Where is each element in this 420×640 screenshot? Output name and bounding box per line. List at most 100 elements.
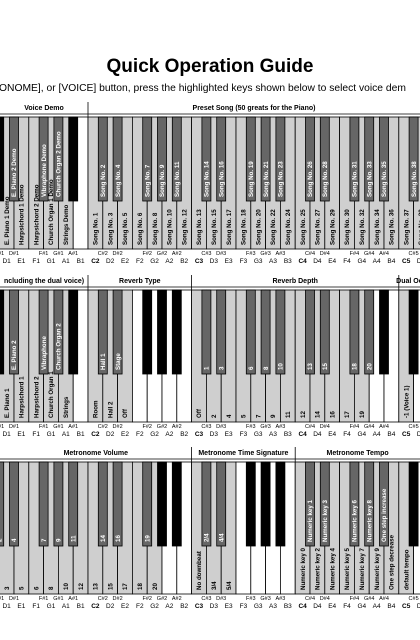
black-key [408,289,419,375]
key-label: Song No. 9 [159,164,166,197]
white-note-name: A1 [62,603,70,610]
key-label: Strings Demo [63,205,70,245]
key-label: Hall 2 [107,401,114,418]
keyboard-row: Voice Demo Preset Song (50 greats for the… [0,102,420,265]
key-label: 8 [263,366,270,370]
key-label: 9 [270,414,277,418]
white-note-name: B1 [77,258,85,265]
white-note-name: B4 [387,603,395,610]
black-key [260,461,271,547]
black-key [97,289,108,375]
key-label: Song No. 19 [248,161,255,197]
key-label: Song No. 21 [263,161,270,197]
black-key [364,461,375,547]
black-note-name: G#3 [260,251,270,257]
key-label: 5 [241,414,248,418]
black-key [305,289,315,375]
black-key [112,289,123,375]
white-note-name: C2 [91,603,100,610]
key-label: No downbeat [196,551,203,590]
black-key [245,289,256,375]
black-note-name: D#2 [113,251,123,257]
white-note-name: G3 [254,431,263,438]
key-label: E. Piano 1 Demo [4,196,11,245]
black-key [245,461,256,547]
key-label: Song No. 20 [255,209,262,245]
black-note-name: A#4 [379,596,389,602]
key-label: Song No. 2 [100,164,107,197]
key-label: Song No. 10 [167,209,174,245]
white-note-name: D2 [106,431,115,438]
key-label: Song No. 13 [196,209,203,245]
key-label: Stage [115,353,122,370]
white-note-name: A4 [373,603,381,610]
black-key [349,289,360,375]
white-note-name: F3 [240,603,248,610]
black-note-name: C#5 [409,596,419,602]
white-note-name: C2 [91,258,100,265]
white-note-name: F3 [240,258,248,265]
white-note-name: E2 [121,258,129,265]
black-key [38,116,49,202]
white-note-name: F4 [343,603,351,610]
key-label: Song No. 24 [285,209,292,245]
white-note-name: G1 [47,431,56,438]
key-label: Song No. 37 [403,209,410,245]
black-note-name: F#3 [246,424,255,430]
black-key [216,289,227,375]
black-note-name: C#1 [0,596,4,602]
white-note-name: E4 [328,603,336,610]
white-note-name: G4 [357,603,366,610]
key-label: Numeric key 1 [307,499,314,542]
key-label: Church Organ 2 Demo [56,131,63,197]
white-note-name: G2 [150,603,159,610]
black-note-name: A#4 [379,251,389,257]
key-label: 14 [315,411,322,418]
key-label: Song No. 22 [270,209,277,245]
white-note-name: B4 [387,258,395,265]
black-note-name: C#4 [305,424,315,430]
black-key [157,289,167,375]
black-note-name: F#1 [39,251,48,257]
key-label: 10 [63,583,70,590]
key-label: 18 [352,363,359,370]
key-label: Song No. 25 [300,209,307,245]
black-note-name: A#4 [379,424,389,430]
black-key [0,289,5,375]
black-note-name: F#4 [350,424,359,430]
key-label: Song No. 8 [152,212,159,245]
black-key [201,116,212,202]
key-label: 16 [329,411,336,418]
black-note-name: A#2 [172,596,182,602]
black-note-name: G#1 [53,251,63,257]
key-label: E. Piano 2 [11,340,18,370]
black-note-name: F#3 [246,596,255,602]
white-note-name: D1 [2,258,11,265]
black-key [260,116,271,202]
key-label: Song No. 17 [226,209,233,245]
black-note-name: G#3 [260,596,270,602]
black-key [9,116,19,202]
white-note-name: D3 [210,603,219,610]
keyboard-row: Metronome Volume Metronome Time Signature… [0,447,420,610]
white-note-name: C5 [402,431,411,438]
white-note-name: F2 [136,258,144,265]
black-note-name: G#1 [53,424,63,430]
key-label: 11 [70,535,77,542]
black-note-name: A#3 [276,596,286,602]
black-key [201,289,212,375]
white-note-name: G3 [254,603,263,610]
key-label: 17 [122,583,129,590]
black-note-name: G#2 [157,424,167,430]
black-note-name: F#2 [142,251,151,257]
white-note-name: D5 [417,431,420,438]
black-note-name: D#4 [320,424,330,430]
key-label: Numeric key 8 [366,499,373,542]
key-label: 4 [11,538,18,542]
key-label: Numeric key 5 [344,547,351,590]
key-label: Song No. 27 [315,209,322,245]
white-note-name: E4 [328,431,336,438]
key-label: 15 [322,363,329,370]
black-note-name: C#2 [98,424,108,430]
white-note-name: D4 [313,431,322,438]
